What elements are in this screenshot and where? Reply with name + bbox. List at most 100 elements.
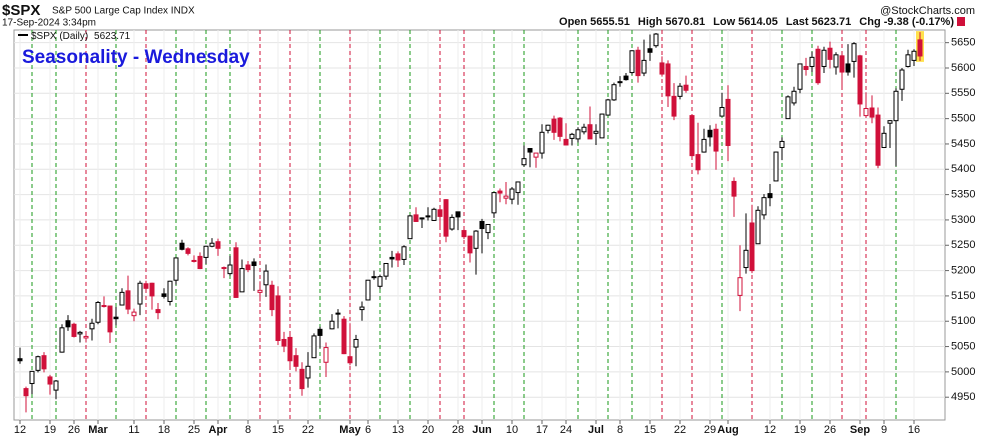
candle-body	[335, 312, 341, 315]
candle-body	[647, 48, 653, 53]
candle-body	[599, 113, 605, 139]
watermark: @StockCharts.com	[880, 5, 975, 17]
candle-body	[419, 217, 425, 220]
candle-body	[431, 208, 437, 221]
candle-body	[539, 131, 545, 154]
y-tick-label: 5300	[951, 214, 975, 226]
candle-body	[629, 50, 635, 74]
candle-body	[95, 301, 101, 323]
candle-body	[671, 95, 677, 117]
candle-body	[41, 355, 47, 370]
x-tick-label: 15	[272, 424, 284, 436]
y-tick-label: 5350	[951, 189, 975, 201]
candle-body	[821, 49, 827, 67]
candle-body	[77, 331, 83, 335]
candle-body	[527, 148, 533, 153]
candle-body	[287, 336, 293, 362]
y-tick-label: 5150	[951, 290, 975, 302]
candle-body	[839, 55, 845, 73]
quote-marker	[957, 17, 965, 26]
candle-body	[665, 63, 671, 97]
quote-label: Low	[713, 16, 735, 28]
x-tick-label: May	[339, 424, 361, 436]
x-tick-label: 15	[644, 424, 656, 436]
x-tick-label: Jul	[588, 424, 604, 436]
candle-body	[881, 132, 887, 149]
candle-body	[845, 63, 851, 73]
candle-body	[659, 62, 665, 75]
candle-body	[761, 197, 767, 216]
x-tick-label: 17	[536, 424, 548, 436]
quote-label: High	[638, 16, 663, 28]
candle-body	[875, 114, 881, 166]
candle-body	[83, 335, 89, 339]
candle-body	[743, 249, 749, 269]
candle-body	[71, 323, 77, 337]
candle-body	[365, 279, 371, 301]
candle-body	[353, 338, 359, 348]
candle-body	[425, 215, 431, 218]
candle-body	[131, 311, 137, 317]
candle-body	[371, 276, 377, 279]
x-tick-label: 28	[452, 424, 464, 436]
candle-body	[683, 84, 689, 91]
y-tick-label: 5650	[951, 37, 975, 49]
candle-body	[755, 209, 761, 245]
candle-body	[323, 347, 329, 363]
candle-body	[455, 211, 461, 218]
candle-body	[749, 222, 755, 272]
candle-body	[53, 380, 59, 391]
candle-body	[461, 230, 467, 238]
candle-body	[803, 65, 809, 71]
candle-body	[407, 215, 413, 240]
candle-body	[263, 270, 269, 286]
candle-body	[887, 120, 893, 124]
y-tick-label: 5400	[951, 163, 975, 175]
x-tick-label: Aug	[717, 424, 738, 436]
candle-body	[167, 280, 173, 302]
candle-body	[29, 370, 35, 385]
candle-body	[707, 129, 713, 138]
candle-body	[179, 242, 185, 250]
candle-body	[389, 256, 395, 260]
candle-body	[89, 322, 95, 330]
y-tick-label: 5450	[951, 138, 975, 150]
x-tick-label: 26	[68, 424, 80, 436]
candle-body	[245, 264, 251, 271]
candle-body	[905, 54, 911, 67]
candle-body	[767, 193, 773, 199]
candle-body	[617, 81, 623, 84]
candle-body	[785, 96, 791, 120]
candle-body	[869, 107, 875, 118]
x-tick-label: 6	[365, 424, 371, 436]
x-tick-label: 9	[881, 424, 887, 436]
candle-body	[401, 246, 407, 260]
candle-body	[155, 309, 161, 314]
candle-body	[581, 126, 587, 133]
x-tick-label: 13	[392, 424, 404, 436]
x-tick-label: Jun	[472, 424, 492, 436]
candle-body	[221, 267, 227, 270]
x-tick-label: 11	[128, 424, 139, 436]
x-tick-label: Sep	[850, 424, 870, 436]
candle-body	[563, 138, 569, 146]
candle-body	[713, 128, 719, 152]
candle-body	[35, 356, 41, 371]
candle-body	[227, 264, 233, 275]
candle-body	[773, 151, 779, 182]
candle-body	[605, 99, 611, 116]
candle-body	[59, 327, 65, 353]
quote-change: -9.38 (-0.17%)	[884, 16, 955, 28]
candle-body	[347, 356, 353, 364]
candle-body	[161, 293, 167, 297]
candle-body	[827, 47, 833, 60]
candle-body	[359, 306, 365, 311]
candle-body	[377, 276, 383, 287]
candle-body	[635, 49, 641, 77]
x-tick-label: 12	[14, 424, 26, 436]
y-tick-label: 5000	[951, 366, 975, 378]
candle-body	[719, 106, 725, 117]
candle-body	[557, 117, 563, 137]
candle-body	[23, 388, 29, 397]
candle-body	[689, 115, 695, 157]
